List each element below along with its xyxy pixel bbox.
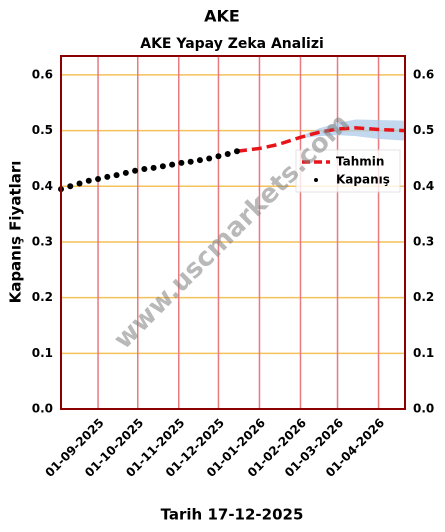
- y-tick-label: 0.4: [32, 179, 53, 193]
- chart-title: AKE: [204, 7, 240, 26]
- y-tick-label: 0.0: [32, 402, 53, 416]
- y2-tick-label: 0.3: [413, 234, 434, 248]
- data-point: [85, 177, 92, 184]
- legend-swatch: [314, 178, 318, 182]
- chart-subtitle: AKE Yapay Zeka Analizi: [140, 36, 324, 52]
- data-point: [187, 158, 194, 165]
- watermark: www.uscmarkets.com: [108, 108, 355, 355]
- y-axis-label: Kapanış Fiyatları: [7, 161, 25, 304]
- data-point: [178, 159, 185, 166]
- y-tick-label: 0.6: [32, 67, 53, 81]
- data-point: [150, 164, 157, 171]
- data-point: [104, 173, 111, 180]
- data-point: [159, 163, 166, 170]
- data-point: [132, 167, 139, 174]
- data-point: [233, 148, 240, 155]
- y-tick-label: 0.2: [32, 290, 53, 304]
- data-point: [169, 161, 176, 168]
- data-point: [215, 153, 222, 160]
- data-point: [196, 157, 203, 164]
- data-point: [113, 172, 120, 179]
- data-point: [206, 155, 213, 162]
- data-point: [122, 169, 129, 176]
- y2-tick-label: 0.1: [413, 346, 434, 360]
- x-axis-label: Tarih 17-12-2025: [161, 506, 304, 524]
- data-point: [224, 150, 231, 157]
- legend-label: Tahmin: [336, 155, 384, 169]
- legend-label: Kapanış: [336, 173, 390, 187]
- y2-tick-label: 0.6: [413, 67, 434, 81]
- data-point: [67, 183, 74, 190]
- y-tick-label: 0.5: [32, 123, 53, 137]
- y2-tick-label: 0.2: [413, 290, 434, 304]
- data-point: [76, 180, 83, 187]
- forecast-line: [236, 126, 406, 153]
- y2-tick-label: 0.0: [413, 402, 434, 416]
- y-tick-label: 0.3: [32, 234, 53, 248]
- y2-tick-label: 0.5: [413, 123, 434, 137]
- data-point: [95, 176, 102, 183]
- y-tick-label: 0.1: [32, 346, 53, 360]
- data-point: [141, 166, 148, 173]
- confidence-band: [300, 119, 405, 141]
- plot-frame: [60, 55, 406, 410]
- legend-box: [295, 149, 401, 193]
- y2-tick-label: 0.4: [413, 179, 434, 193]
